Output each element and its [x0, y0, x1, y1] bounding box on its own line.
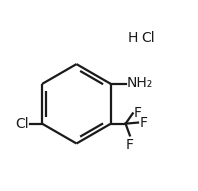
Text: NH₂: NH₂ [126, 76, 152, 90]
Text: Cl: Cl [15, 117, 29, 131]
Text: F: F [126, 138, 134, 152]
Text: Cl: Cl [141, 31, 155, 45]
Text: F: F [134, 106, 142, 120]
Text: H: H [128, 31, 138, 45]
Text: F: F [139, 116, 147, 129]
